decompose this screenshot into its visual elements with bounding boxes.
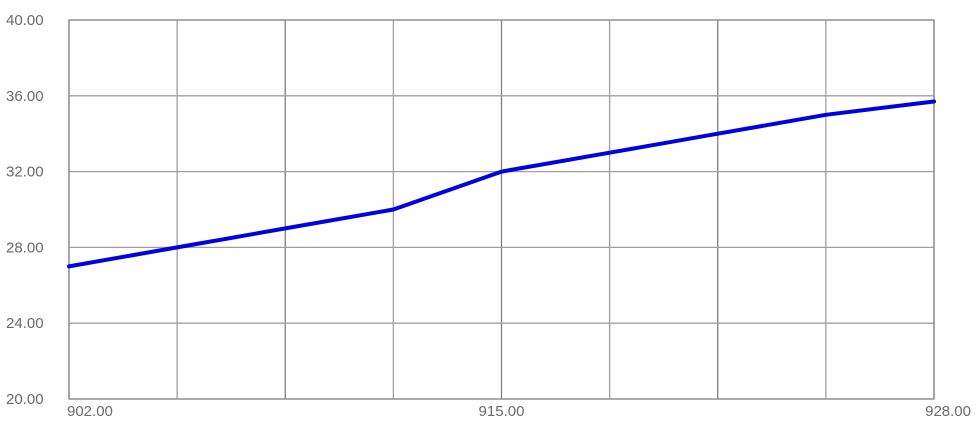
y-tick-label: 28.00: [6, 239, 44, 256]
plot-frame: [68, 19, 935, 400]
x-tick-labels: 902.00 915.00 928.00: [67, 403, 971, 420]
series-line: [67, 99, 936, 269]
vertical-gridlines: [68, 20, 935, 399]
y-tick-label: 20.00: [6, 391, 44, 408]
y-tick-label: 32.00: [6, 164, 44, 181]
y-tick-label: 40.00: [6, 12, 44, 29]
y-tick-label: 36.00: [6, 88, 44, 105]
y-tick-label: 24.00: [6, 315, 44, 332]
x-tick-label: 902.00: [67, 403, 113, 420]
x-tick-label: 915.00: [479, 403, 525, 420]
y-tick-labels: 20.00 24.00 28.00 32.00 36.00 40.00: [6, 12, 44, 408]
x-tick-label: 928.00: [925, 403, 971, 420]
series-group: [67, 99, 936, 269]
